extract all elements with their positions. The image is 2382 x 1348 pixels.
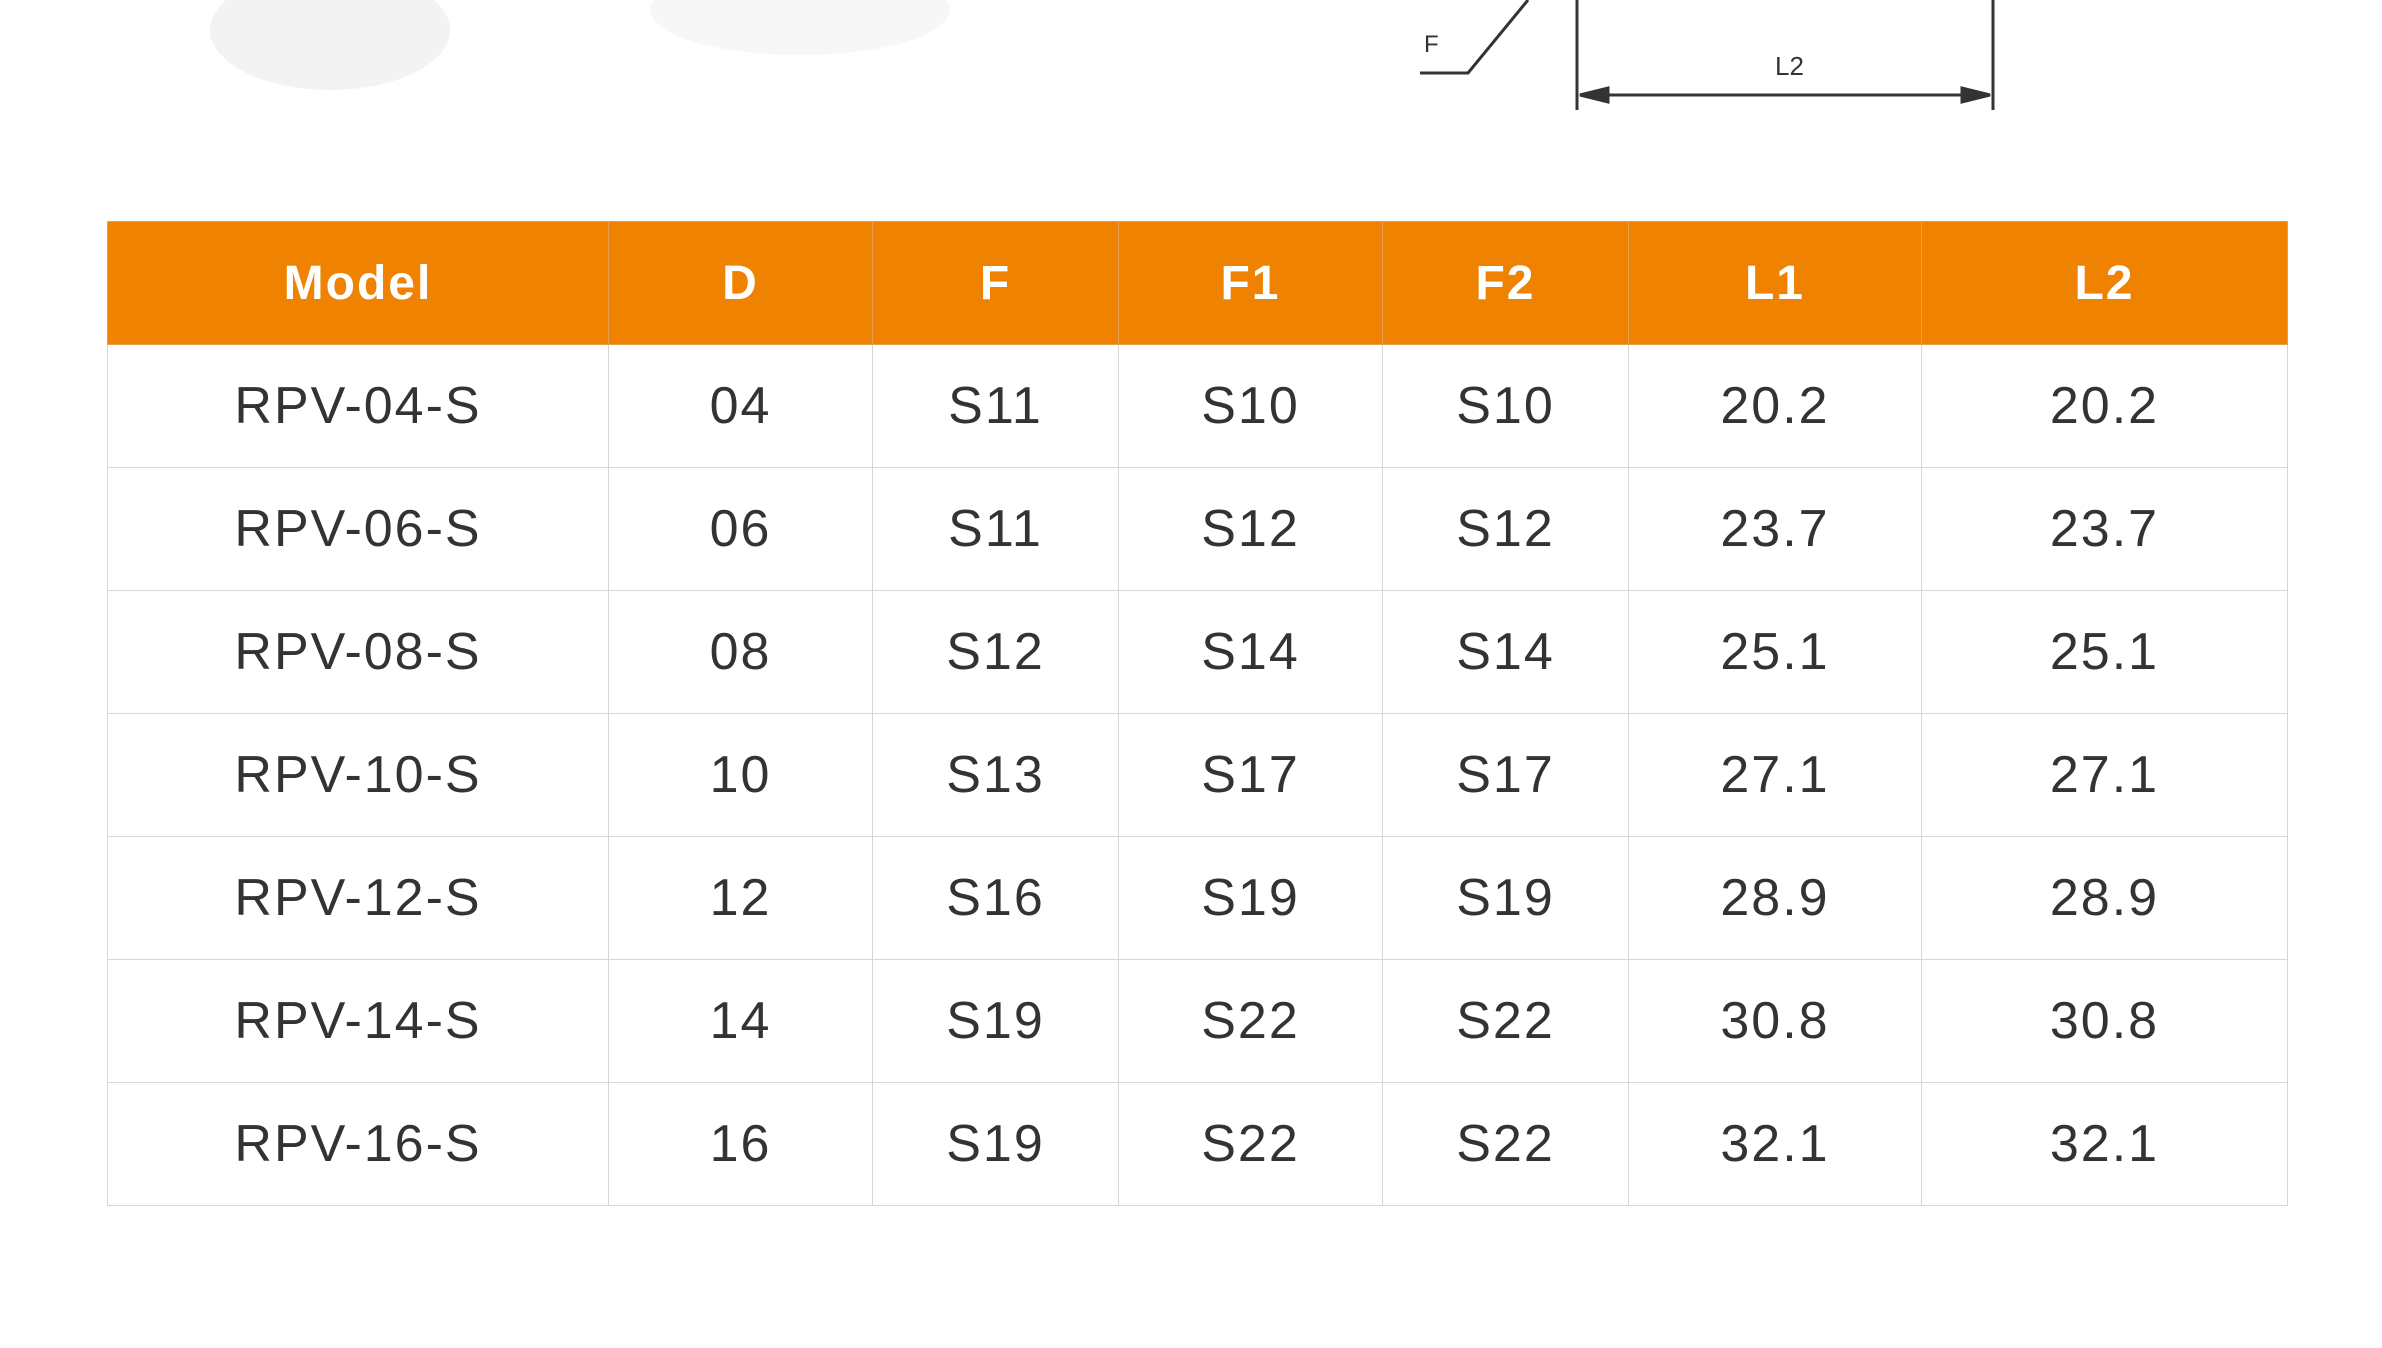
table-cell: S22	[1382, 959, 1629, 1083]
table-cell: 04	[608, 344, 873, 468]
table-cell: S19	[1382, 836, 1629, 960]
table-cell: S19	[872, 1082, 1119, 1206]
table-cell: S22	[1118, 959, 1383, 1083]
table-cell: S11	[872, 344, 1119, 468]
table-cell: 08	[608, 590, 873, 714]
table-cell: 12	[608, 836, 873, 960]
table-cell: 25.1	[1921, 590, 2288, 714]
spec-table: Model D F F1 F2 L1 L2 RPV-04-S 04 S11 S10 S10 20.2 2…	[107, 221, 2288, 1206]
table-row: RPV-08-S 08 S12 S14 S14 25.1 25.1	[107, 590, 2288, 714]
table-cell: S22	[1118, 1082, 1383, 1206]
table-cell: 16	[608, 1082, 873, 1206]
table-cell: 25.1	[1628, 590, 1922, 714]
table-cell: S13	[872, 713, 1119, 837]
table-row: RPV-10-S 10 S13 S17 S17 27.1 27.1	[107, 713, 2288, 837]
table-cell: RPV-08-S	[107, 590, 609, 714]
table-cell: 10	[608, 713, 873, 837]
table-cell: S22	[1382, 1082, 1629, 1206]
table-cell: 23.7	[1921, 467, 2288, 591]
table-cell: 14	[608, 959, 873, 1083]
table-cell: 28.9	[1628, 836, 1922, 960]
table-cell: 32.1	[1921, 1082, 2288, 1206]
table-cell: 30.8	[1921, 959, 2288, 1083]
table-cell: S10	[1382, 344, 1629, 468]
table-cell: S10	[1118, 344, 1383, 468]
column-header: F1	[1118, 221, 1383, 345]
table-cell: 28.9	[1921, 836, 2288, 960]
column-header: D	[608, 221, 873, 345]
table-row: RPV-06-S 06 S11 S12 S12 23.7 23.7	[107, 467, 2288, 591]
table-cell: S11	[872, 467, 1119, 591]
table-cell: 06	[608, 467, 873, 591]
table-cell: S12	[1382, 467, 1629, 591]
column-header: L2	[1921, 221, 2288, 345]
table-cell: 27.1	[1628, 713, 1922, 837]
table-cell: S16	[872, 836, 1119, 960]
product-photo	[210, 0, 450, 90]
table-cell: S19	[872, 959, 1119, 1083]
table-cell: 20.2	[1628, 344, 1922, 468]
column-header: F	[872, 221, 1119, 345]
table-row: RPV-16-S 16 S19 S22 S22 32.1 32.1	[107, 1082, 2288, 1206]
table-cell: 30.8	[1628, 959, 1922, 1083]
table-row: RPV-14-S 14 S19 S22 S22 30.8 30.8	[107, 959, 2288, 1083]
table-cell: S12	[1118, 467, 1383, 591]
table-cell: 27.1	[1921, 713, 2288, 837]
table-cell: 32.1	[1628, 1082, 1922, 1206]
column-header: L1	[1628, 221, 1922, 345]
table-cell: RPV-14-S	[107, 959, 609, 1083]
table-cell: RPV-04-S	[107, 344, 609, 468]
table-cell: S12	[872, 590, 1119, 714]
drawing-area: F L2	[210, 0, 1995, 110]
header-row: Model D F F1 F2 L1 L2	[107, 221, 2288, 345]
dimension-drawing	[1420, 0, 1995, 110]
table-cell: RPV-16-S	[107, 1082, 609, 1206]
table-body: RPV-04-S 04 S11 S10 S10 20.2 20.2 RPV-06-S 06 S11…	[107, 344, 2288, 1206]
table-cell: RPV-06-S	[107, 467, 609, 591]
table-cell: S17	[1382, 713, 1629, 837]
table-cell: S14	[1118, 590, 1383, 714]
diagram-label: F	[1424, 31, 1439, 58]
table-row: RPV-12-S 12 S16 S19 S19 28.9 28.9	[107, 836, 2288, 960]
table-cell: RPV-12-S	[107, 836, 609, 960]
diagram-label: L2	[1775, 51, 1804, 81]
table-cell: 23.7	[1628, 467, 1922, 591]
table-row: RPV-04-S 04 S11 S10 S10 20.2 20.2	[107, 344, 2288, 468]
table-cell: S19	[1118, 836, 1383, 960]
table-cell: 20.2	[1921, 344, 2288, 468]
product-photo	[650, 0, 950, 55]
column-header: F2	[1382, 221, 1629, 345]
table-cell: S14	[1382, 590, 1629, 714]
column-header: Model	[107, 221, 609, 345]
table-cell: S17	[1118, 713, 1383, 837]
table-cell: RPV-10-S	[107, 713, 609, 837]
